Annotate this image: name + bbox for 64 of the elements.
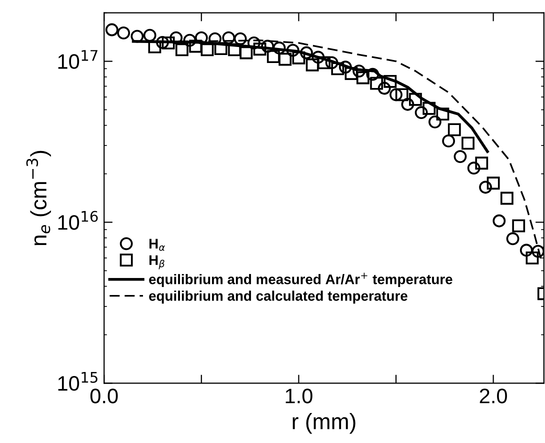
point (312, 50, 325, 64)
point (105, 23, 118, 36)
point (526, 251, 539, 264)
point (228, 43, 241, 56)
point (442, 134, 456, 148)
point (117, 26, 130, 40)
point (390, 88, 402, 102)
point (234, 32, 247, 46)
point (292, 51, 306, 64)
point (492, 214, 506, 228)
point (506, 232, 520, 246)
point (331, 62, 344, 76)
point (467, 162, 480, 175)
point (189, 40, 202, 53)
point (143, 28, 156, 42)
point (222, 31, 236, 44)
point (520, 244, 533, 257)
point (214, 42, 228, 56)
y-tick-label: 10$^{17}$ (58, 50, 98, 69)
y-tick-label: 10$^{16}$ (58, 210, 98, 230)
point (306, 58, 319, 72)
point (278, 52, 292, 66)
point (428, 115, 442, 128)
point (384, 74, 397, 88)
point (500, 192, 514, 205)
point (318, 56, 330, 70)
x-axis-title: r (mm) (292, 413, 356, 434)
point (300, 46, 313, 60)
point (436, 108, 450, 121)
point (475, 156, 488, 170)
point (409, 92, 422, 106)
point (454, 150, 467, 163)
point (148, 40, 162, 54)
point (370, 76, 384, 90)
point (162, 36, 175, 50)
y-axis-title: n$_{e}$ (cm$^{−3}$) (26, 150, 51, 246)
point (253, 42, 266, 56)
point (344, 67, 358, 80)
point (532, 244, 544, 258)
point (462, 136, 474, 150)
legend-label: H$_{α}$ (149, 238, 165, 251)
point (266, 50, 280, 64)
point (448, 123, 461, 136)
x-tick-label: 0.0 (90, 388, 118, 404)
point (338, 60, 352, 74)
legend-label: equilibrium and calculated temperature (149, 290, 408, 304)
point (130, 30, 144, 43)
point (200, 43, 214, 56)
point (422, 102, 436, 115)
point (512, 219, 526, 232)
point (240, 46, 253, 60)
point (378, 82, 391, 95)
x-tick-label: 1.0 (286, 388, 312, 404)
point (479, 180, 492, 194)
point (395, 88, 408, 102)
point (356, 71, 370, 84)
x-tick-label: 2.0 (480, 388, 507, 404)
legend-label: H$_{β}$ (149, 255, 164, 270)
point (325, 56, 338, 70)
point (486, 176, 500, 190)
point (401, 98, 414, 111)
legend-label: equilibrium and measured Ar/Ar$^{+}$ temperature (149, 272, 452, 287)
point (414, 106, 428, 120)
point (175, 43, 188, 56)
